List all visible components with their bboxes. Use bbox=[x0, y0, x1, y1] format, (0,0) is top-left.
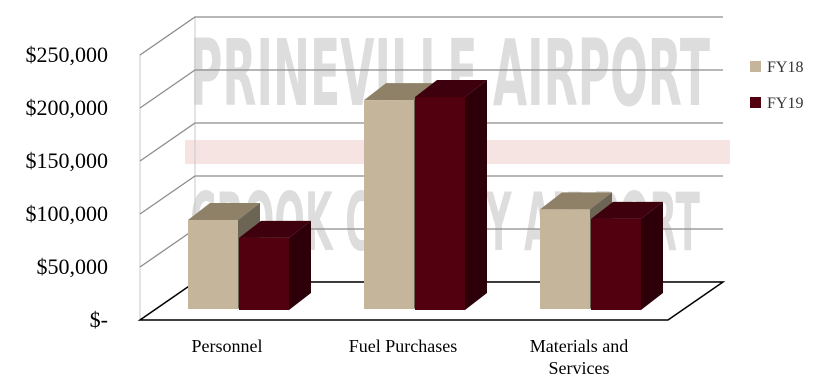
legend-swatch bbox=[750, 61, 761, 72]
bar-side bbox=[289, 220, 311, 310]
legend: FY18 FY19 bbox=[750, 59, 803, 112]
bar-top bbox=[591, 201, 663, 219]
x-category-label: Services bbox=[549, 358, 610, 378]
gridline bbox=[139, 69, 723, 109]
bar-side bbox=[465, 79, 487, 310]
x-category-label: Fuel Purchases bbox=[349, 336, 457, 356]
y-axis-labels: $- $50,000 $100,000 $150,000 $200,000 $250,00… bbox=[26, 42, 109, 332]
legend-label: FY18 bbox=[767, 59, 803, 76]
y-tick-label: $200,000 bbox=[26, 95, 109, 120]
y-tick-label: $- bbox=[90, 307, 108, 332]
y-tick-label: $50,000 bbox=[37, 254, 109, 279]
gridline bbox=[139, 122, 723, 162]
bar bbox=[591, 218, 641, 310]
bar-top bbox=[188, 202, 260, 220]
gridline bbox=[139, 16, 723, 56]
x-axis-labels: Personnel Fuel Purchases Materials andServ… bbox=[192, 336, 629, 378]
y-tick-label: $250,000 bbox=[26, 42, 109, 67]
legend-label: FY19 bbox=[767, 95, 803, 112]
legend-swatch bbox=[750, 97, 761, 108]
gridline bbox=[139, 175, 723, 215]
bar-top bbox=[415, 79, 487, 97]
y-tick-label: $100,000 bbox=[26, 201, 109, 226]
bar-top bbox=[540, 192, 612, 210]
bar bbox=[364, 100, 414, 310]
bars bbox=[188, 79, 663, 310]
side-wall bbox=[139, 16, 196, 321]
y-tick-label: $150,000 bbox=[26, 148, 109, 173]
bar bbox=[188, 219, 238, 309]
x-category-label: Materials and bbox=[530, 336, 628, 356]
bar-top bbox=[239, 220, 311, 238]
bar bbox=[415, 96, 465, 310]
bar bbox=[540, 209, 590, 309]
bar bbox=[239, 237, 289, 310]
bar-side bbox=[641, 201, 663, 310]
x-category-label: Personnel bbox=[192, 336, 263, 356]
